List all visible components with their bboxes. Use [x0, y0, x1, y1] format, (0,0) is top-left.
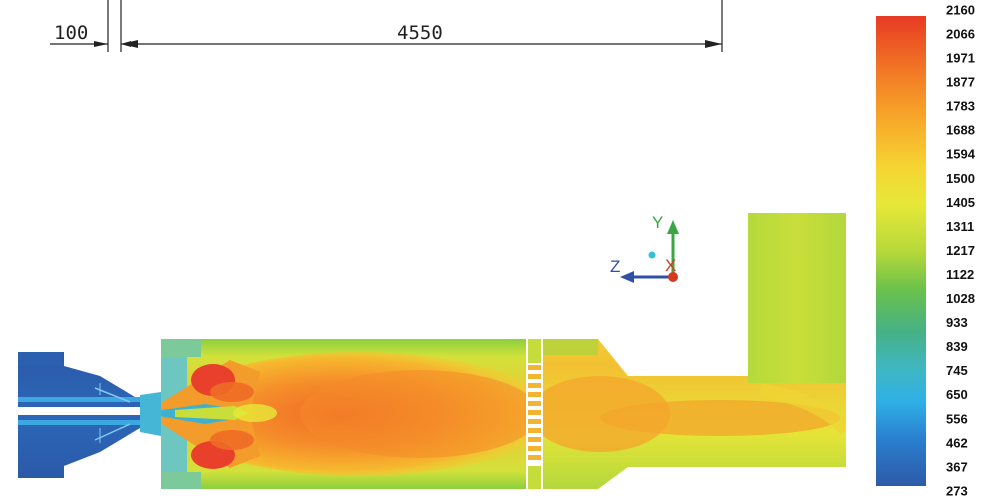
legend-label: 1311: [946, 219, 974, 234]
legend-label: 556: [946, 411, 968, 426]
x-axis-dot: [668, 272, 678, 282]
coordinate-triad: Y Z X: [610, 213, 679, 283]
origin-marker: [648, 251, 656, 259]
burner-inlet: [18, 352, 161, 478]
legend-label: 1122: [946, 267, 974, 282]
legend-label: 650: [946, 387, 968, 402]
legend-label: 462: [946, 435, 968, 450]
z-axis-label: Z: [610, 257, 620, 276]
legend-color-bar: [876, 16, 926, 486]
y-axis-arrowhead: [667, 220, 679, 234]
legend-label: 367: [946, 459, 968, 474]
legend-label: 1877: [946, 75, 975, 90]
z-axis-arrowhead: [620, 271, 634, 283]
dimension-annotations: 100 4550: [50, 0, 723, 52]
legend-label: 1217: [946, 243, 975, 258]
perforated-separator: [526, 339, 543, 489]
legend-label: 1500: [946, 171, 975, 186]
legend-label: 933: [946, 315, 968, 330]
legend-label: 1028: [946, 291, 975, 306]
legend-label: 2066: [946, 26, 975, 41]
legend-label: 1405: [946, 195, 975, 210]
legend-label: 1688: [946, 123, 975, 138]
legend-label: 1783: [946, 99, 975, 114]
legend-label: 1594: [946, 147, 976, 162]
legend-label: 2160: [946, 2, 975, 17]
x-axis-label: X: [665, 256, 676, 275]
legend-label: 273: [946, 483, 968, 496]
legend-label: 1971: [946, 51, 975, 66]
dimension-label-4550: 4550: [397, 22, 443, 44]
legend-label: 839: [946, 339, 968, 354]
dimension-label-100: 100: [54, 22, 88, 44]
combustion-chamber: [161, 339, 526, 489]
y-axis-label: Y: [652, 213, 663, 232]
legend-label: 745: [946, 363, 968, 378]
temperature-color-legend: 2160 2066 1971 1877 1783 1688 1594 1500 1405 1311…: [876, 2, 976, 496]
outlet-duct: [543, 213, 846, 489]
legend-value-labels: 2160 2066 1971 1877 1783 1688 1594 1500 1405 1311…: [946, 2, 976, 496]
